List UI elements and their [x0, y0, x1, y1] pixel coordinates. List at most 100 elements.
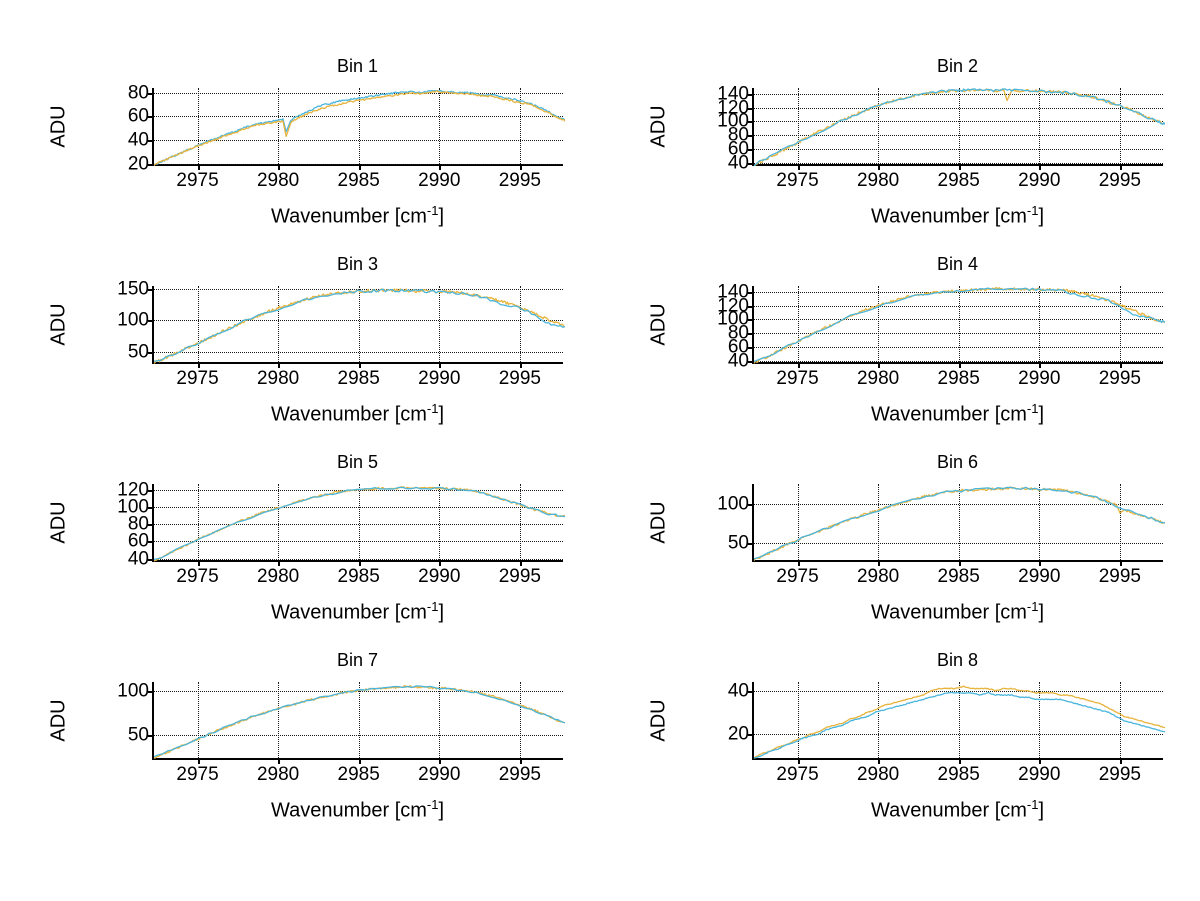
- y-tick-mark: [148, 490, 154, 492]
- x-axis-label-bracket: ]: [1038, 601, 1045, 624]
- plot-area: 50 100 150 2975 2980 2985 2990 2995: [117, 280, 565, 389]
- subplot-bin-2: Bin 2 ADU 40 60 80 100 120 140 2975 2980 2985 2990 2…: [632, 56, 1200, 244]
- subplot-title: Bin 1: [336, 56, 379, 76]
- x-tick-mark: [197, 362, 200, 368]
- x-tick-mark: [878, 560, 881, 566]
- x-axis-label-bracket: ]: [438, 205, 445, 228]
- series-canvas: [754, 486, 1165, 562]
- x-tick-label: 2975: [776, 170, 819, 191]
- y-tick-label: 100: [717, 110, 749, 132]
- x-tick-mark: [958, 362, 961, 368]
- subplot-bin-8: Bin 8 ADU 20 40 2975 2980 2985 2990 2995 Wavenumb…: [632, 650, 1200, 838]
- data-series-cyan: [154, 486, 565, 561]
- y-tick-label: 100: [717, 493, 749, 514]
- x-tick-label: 2985: [337, 368, 380, 389]
- x-tick-label: 2985: [337, 566, 380, 587]
- x-axis-label-exponent: -1: [426, 599, 439, 614]
- y-tick-label: 120: [717, 295, 749, 316]
- plot-area: 40 60 80 100 120 140 2975 2980 2985 2990 2995: [717, 282, 1165, 389]
- x-tick-mark: [519, 164, 522, 170]
- y-tick-label: 150: [117, 278, 149, 300]
- x-tick-mark: [1119, 362, 1122, 368]
- data-series-orange: [754, 486, 1165, 562]
- subplot-title: Bin 5: [336, 452, 379, 472]
- y-tick-label: 100: [117, 680, 149, 702]
- subplot-title: Bin 8: [936, 650, 979, 670]
- y-tick-label: 40: [127, 129, 149, 151]
- y-tick-mark: [148, 690, 154, 693]
- y-tick-mark: [748, 333, 754, 336]
- y-tick-label: 20: [127, 153, 149, 175]
- series-canvas: [154, 485, 565, 562]
- subplot-bin-7: Bin 7 ADU 50 100 2975 2980 2985 2990 2995 Wavenum…: [32, 650, 603, 838]
- y-axis-label: ADU: [47, 501, 70, 544]
- subplot-title: Bin 4: [936, 254, 979, 274]
- y-tick-label: 120: [717, 97, 749, 118]
- x-tick-mark: [1039, 560, 1042, 566]
- series-canvas: [754, 88, 1165, 166]
- x-tick-label: 2980: [256, 170, 300, 191]
- y-tick-mark: [148, 735, 154, 738]
- y-axis-label: ADU: [47, 699, 70, 742]
- x-axis-label-exponent: -1: [1026, 599, 1039, 614]
- x-tick-mark: [1039, 164, 1042, 170]
- series-canvas: [154, 685, 565, 759]
- y-tick-label: 60: [727, 336, 749, 358]
- x-tick-mark: [519, 362, 522, 368]
- x-tick-label: 2980: [256, 368, 300, 389]
- data-series-orange: [754, 685, 1165, 759]
- x-axis-label-bracket: ]: [438, 799, 445, 822]
- x-tick-mark: [958, 758, 961, 764]
- x-tick-mark: [358, 758, 361, 764]
- y-tick-mark: [748, 734, 754, 736]
- series-canvas: [754, 685, 1165, 759]
- x-tick-label: 2990: [418, 170, 461, 191]
- subplot-bin-3: Bin 3 ADU 50 100 150 2975 2980 2985 2990 2995 Wave…: [32, 254, 603, 442]
- x-tick-mark: [278, 362, 281, 368]
- x-axis-label-text: Wavenumber [cm: [270, 205, 427, 228]
- data-series-orange: [154, 288, 565, 364]
- x-tick-label: 2975: [176, 170, 219, 191]
- x-tick-label: 2995: [1098, 368, 1141, 389]
- x-axis-label-exponent: -1: [1026, 401, 1039, 416]
- x-axis-label: Wavenumber [cm-1]: [752, 596, 1163, 624]
- y-tick-mark: [748, 135, 754, 138]
- y-tick-mark: [148, 320, 154, 323]
- y-tick-label: 40: [727, 680, 749, 702]
- y-tick-label: 100: [117, 309, 149, 331]
- x-axis-label-bracket: ]: [1038, 403, 1045, 426]
- y-axis-label: ADU: [647, 501, 670, 544]
- x-tick-label: 2975: [176, 566, 219, 587]
- x-tick-label: 2980: [856, 764, 900, 785]
- y-tick-label: 50: [127, 341, 149, 363]
- data-series-cyan: [754, 88, 1165, 166]
- x-tick-label: 2980: [256, 566, 300, 587]
- data-series-cyan: [154, 89, 565, 166]
- y-tick-label: 20: [727, 723, 749, 745]
- x-axis-label-exponent: -1: [1026, 203, 1039, 218]
- data-series-orange: [154, 485, 565, 562]
- data-series-cyan: [154, 685, 565, 758]
- subplot-title: Bin 7: [336, 650, 379, 670]
- x-axis-label-exponent: -1: [426, 401, 439, 416]
- x-tick-label: 2985: [337, 170, 380, 191]
- x-tick-mark: [797, 758, 800, 764]
- x-tick-mark: [878, 164, 881, 170]
- x-tick-mark: [1119, 560, 1122, 566]
- x-tick-mark: [878, 758, 881, 764]
- y-tick-label: 80: [127, 82, 149, 104]
- y-tick-mark: [148, 541, 154, 544]
- x-axis-label-text: Wavenumber [cm: [870, 403, 1027, 426]
- y-tick-label: 60: [127, 530, 149, 552]
- y-tick-mark: [748, 107, 754, 110]
- data-series-cyan: [754, 287, 1165, 363]
- x-tick-mark: [1119, 164, 1122, 170]
- y-tick-mark: [148, 351, 154, 354]
- y-tick-mark: [748, 291, 754, 294]
- x-axis-label-bracket: ]: [1038, 799, 1045, 822]
- x-tick-label: 2975: [776, 566, 819, 587]
- x-tick-label: 2985: [937, 764, 980, 785]
- x-tick-mark: [439, 560, 442, 566]
- x-tick-mark: [1039, 758, 1042, 764]
- x-tick-mark: [439, 758, 442, 764]
